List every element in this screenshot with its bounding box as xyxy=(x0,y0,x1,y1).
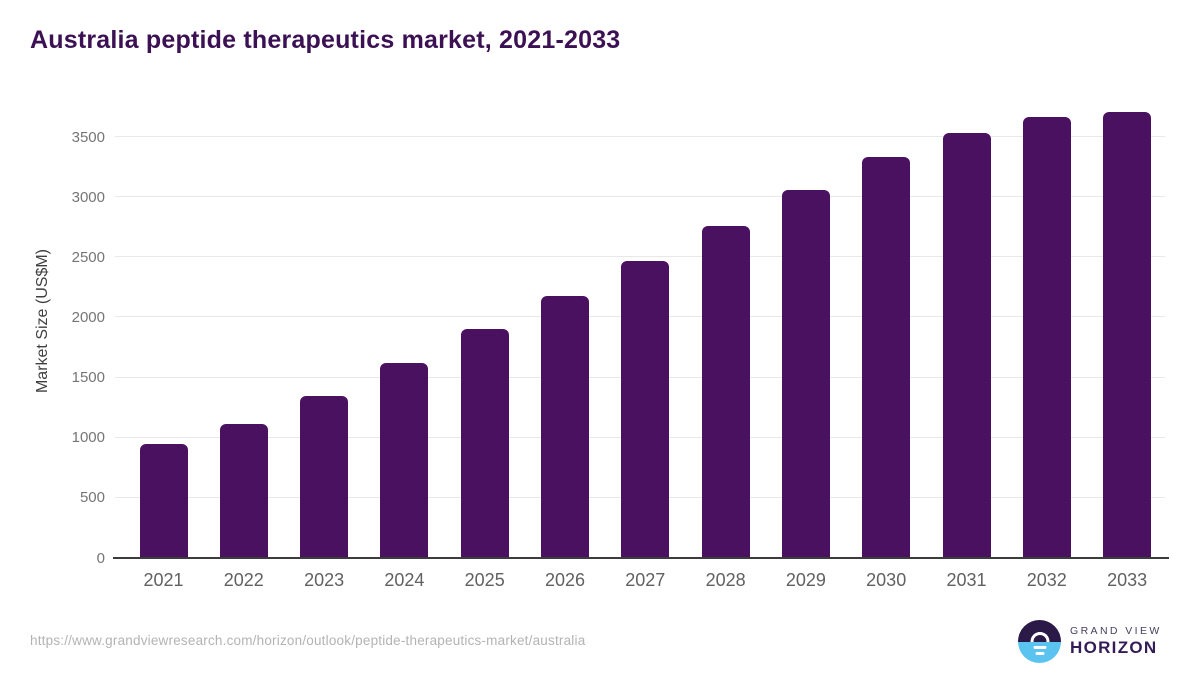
bar-2022 xyxy=(219,424,268,558)
bar-2031 xyxy=(942,133,991,558)
x-tick-label-2025: 2025 xyxy=(464,570,505,590)
bar-2032 xyxy=(1022,116,1071,558)
gridline-3000 xyxy=(115,196,1165,198)
plot-area xyxy=(115,100,1165,558)
x-tick-label-2023: 2023 xyxy=(304,570,345,590)
bar-2024 xyxy=(380,363,429,558)
x-axis-line xyxy=(113,557,1169,559)
y-tick-label-0: 0 xyxy=(96,549,105,567)
chart-title: Australia peptide therapeutics market, 2… xyxy=(30,26,621,54)
x-tick-label-2032: 2032 xyxy=(1026,570,1067,590)
x-tick-label-2024: 2024 xyxy=(384,570,425,590)
bar-2028 xyxy=(701,226,750,558)
x-tick-label-2027: 2027 xyxy=(625,570,666,590)
bar-2033 xyxy=(1103,111,1152,558)
x-tick-label-2030: 2030 xyxy=(866,570,907,590)
x-tick-label-2033: 2033 xyxy=(1107,570,1148,590)
logo-text-grand-view: GRAND VIEW xyxy=(1070,625,1162,637)
gridline-3500 xyxy=(115,136,1165,137)
y-tick-label-500: 500 xyxy=(79,489,105,507)
x-tick-label-2022: 2022 xyxy=(223,570,264,590)
bar-2026 xyxy=(541,295,589,558)
x-tick-label-2028: 2028 xyxy=(705,570,746,590)
logo-reflection-line-1 xyxy=(1033,646,1046,649)
bar-2027 xyxy=(621,260,670,558)
bar-2030 xyxy=(862,157,911,558)
logo-text-horizon: HORIZON xyxy=(1070,638,1158,657)
bar-2029 xyxy=(781,189,830,558)
bar-2021 xyxy=(139,443,188,558)
y-tick-label-1000: 1000 xyxy=(71,429,105,447)
source-url: https://www.grandviewresearch.com/horizo… xyxy=(30,633,586,648)
logo-sun-dome xyxy=(1030,631,1049,642)
y-tick-label-1500: 1500 xyxy=(71,369,105,387)
x-tick-label-2029: 2029 xyxy=(785,570,826,590)
bar-2023 xyxy=(300,395,349,558)
y-tick-label-2500: 2500 xyxy=(71,248,105,266)
x-tick-label-2021: 2021 xyxy=(143,570,184,590)
y-tick-label-3500: 3500 xyxy=(71,128,105,146)
horizon-sunrise-icon xyxy=(1018,620,1061,663)
gridline-2500 xyxy=(115,256,1165,258)
bar-2025 xyxy=(460,329,509,558)
x-tick-label-2026: 2026 xyxy=(544,570,586,590)
logo-text: GRAND VIEW HORIZON xyxy=(1070,625,1162,658)
brand-logo: GRAND VIEW HORIZON xyxy=(1018,620,1162,663)
x-tick-label-2031: 2031 xyxy=(946,570,987,590)
y-tick-label-3000: 3000 xyxy=(71,188,105,206)
y-tick-label-2000: 2000 xyxy=(71,308,105,326)
logo-reflection-line-2 xyxy=(1035,652,1044,655)
